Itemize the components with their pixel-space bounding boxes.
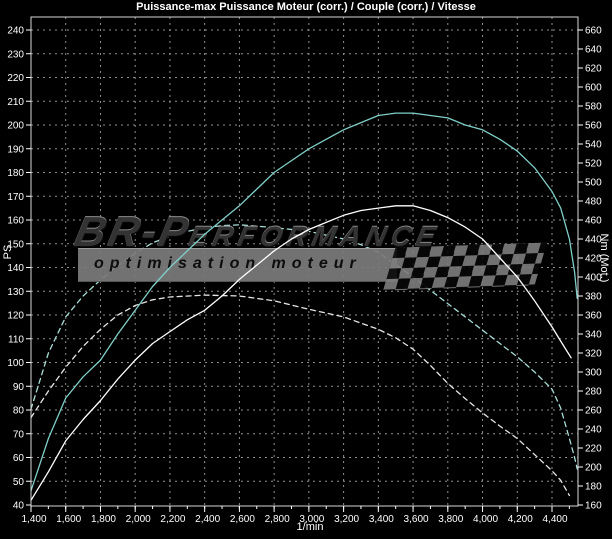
x-tick-label: 2,800 (265, 514, 290, 525)
left-tick-label: 220 (7, 73, 24, 84)
x-tick-label: 4,200 (508, 514, 533, 525)
right-tick-label: 420 (585, 254, 602, 265)
left-tick-label: 50 (13, 477, 25, 488)
x-tick-label: 3,600 (404, 514, 429, 525)
right-tick-label: 160 (585, 501, 602, 512)
right-tick-label: 460 (585, 216, 602, 227)
x-tick-label: 2,600 (230, 514, 255, 525)
left-tick-label: 80 (13, 406, 25, 417)
left-tick-label: 90 (13, 382, 25, 393)
x-tick-label: 3,000 (299, 514, 324, 525)
right-tick-label: 480 (585, 197, 602, 208)
x-tick-label: 3,400 (369, 514, 394, 525)
x-tick-label: 2,400 (195, 514, 220, 525)
right-tick-label: 500 (585, 178, 602, 189)
left-tick-label: 70 (13, 429, 25, 440)
left-tick-label: 190 (7, 144, 24, 155)
left-tick-label: 210 (7, 97, 24, 108)
right-tick-label: 180 (585, 482, 602, 493)
x-tick-label: 1,600 (56, 514, 81, 525)
left-tick-label: 140 (7, 263, 24, 274)
x-tick-label: 2,000 (126, 514, 151, 525)
left-tick-label: 240 (7, 26, 24, 37)
x-axis-label: 1/min (296, 521, 324, 533)
right-tick-label: 640 (585, 45, 602, 56)
right-tick-label: 600 (585, 83, 602, 94)
curve-power-stock (30, 205, 572, 501)
right-tick-label: 660 (585, 26, 602, 37)
right-tick-label: 220 (585, 444, 602, 455)
x-tick-label: 3,800 (438, 514, 463, 525)
left-tick-label: 100 (7, 358, 24, 369)
right-tick-label: 360 (585, 311, 602, 322)
right-axis-label: Nm (Mot.) (598, 233, 610, 283)
left-tick-label: 230 (7, 49, 24, 60)
curve-power-tuned (30, 112, 578, 492)
chart-title: Puissance-max Puissance Moteur (corr.) /… (136, 1, 476, 13)
x-tick-label: 3,200 (334, 514, 359, 525)
left-tick-label: 170 (7, 192, 24, 203)
right-tick-label: 560 (585, 121, 602, 132)
left-tick-label: 200 (7, 121, 24, 132)
left-tick-label: 40 (13, 501, 25, 512)
right-tick-label: 580 (585, 102, 602, 113)
left-tick-label: 130 (7, 287, 24, 298)
x-tick-label: 2,200 (160, 514, 185, 525)
right-tick-label: 260 (585, 406, 602, 417)
axis-ticks-and-labels: 240 230 220 210 200 190 180 170 160 150 140 130 120 1… (7, 26, 602, 526)
left-tick-label: 150 (7, 239, 24, 250)
right-tick-label: 620 (585, 64, 602, 75)
right-tick-label: 380 (585, 292, 602, 303)
x-tick-label: 1,800 (91, 514, 116, 525)
x-tick-label: 1,400 (21, 514, 46, 525)
plot-border (30, 16, 579, 507)
left-tick-label: 110 (8, 334, 24, 345)
right-tick-label: 440 (585, 235, 602, 246)
right-tick-label: 320 (585, 349, 602, 360)
left-tick-label: 60 (13, 453, 25, 464)
right-tick-label: 340 (585, 330, 602, 341)
x-tick-label: 4,400 (542, 514, 567, 525)
left-tick-label: 120 (7, 311, 24, 322)
left-tick-label: 160 (7, 216, 24, 227)
right-tick-label: 200 (585, 463, 602, 474)
right-tick-label: 520 (585, 159, 602, 170)
right-tick-label: 300 (585, 368, 602, 379)
curve-torque-stock (30, 294, 571, 497)
right-tick-label: 240 (585, 425, 602, 436)
left-tick-label: 180 (7, 168, 24, 179)
x-tick-label: 4,000 (473, 514, 498, 525)
right-tick-label: 280 (585, 387, 602, 398)
right-tick-label: 540 (585, 140, 602, 151)
right-tick-label: 400 (585, 273, 602, 284)
left-axis-label: PS (2, 244, 14, 260)
